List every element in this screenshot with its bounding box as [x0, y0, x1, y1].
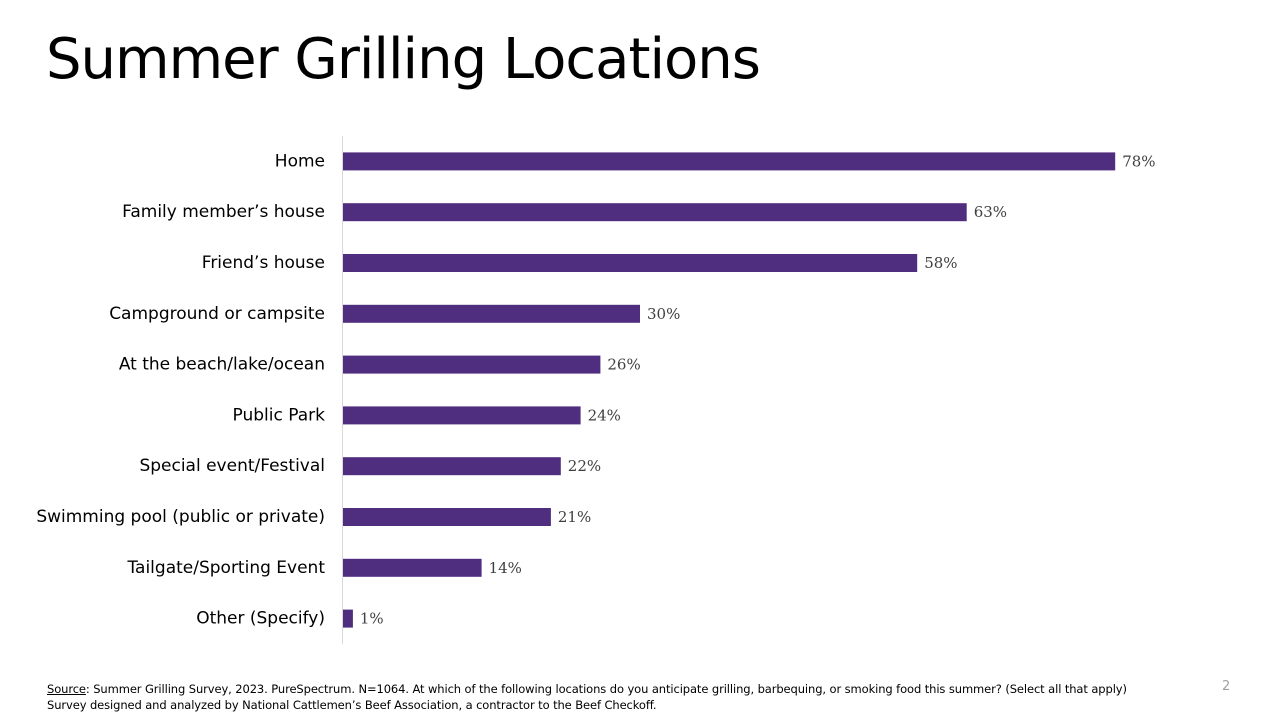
category-label: Public Park — [233, 405, 326, 425]
value-label: 26% — [607, 356, 640, 374]
bar — [343, 254, 918, 272]
value-label: 22% — [568, 457, 601, 475]
value-label: 1% — [360, 610, 384, 628]
source-label: Source — [47, 682, 86, 696]
bar — [343, 558, 482, 577]
value-label: 58% — [924, 254, 957, 272]
category-label: Other (Specify) — [196, 609, 325, 629]
category-label: At the beach/lake/ocean — [119, 355, 325, 375]
page-number: 2 — [1222, 679, 1231, 694]
bar — [343, 203, 967, 222]
bar — [343, 355, 601, 374]
slide-title: Summer Grilling Locations — [46, 27, 761, 92]
bar — [343, 508, 551, 526]
value-label: 14% — [489, 559, 522, 577]
category-label: Special event/Festival — [139, 456, 325, 476]
category-label: Friend’s house — [202, 253, 325, 273]
category-label: Swimming pool (public or private) — [36, 507, 325, 527]
source-note: Source: Summer Grilling Survey, 2023. Pu… — [47, 681, 1177, 713]
source-line-2: Survey designed and analyzed by National… — [47, 698, 657, 712]
category-label: Tailgate/Sporting Event — [126, 558, 325, 578]
value-label: 21% — [558, 508, 591, 526]
bar — [343, 457, 561, 476]
bar — [343, 152, 1116, 171]
source-line-1: Source: Summer Grilling Survey, 2023. Pu… — [47, 681, 1177, 697]
source-text: : Summer Grilling Survey, 2023. PureSpec… — [85, 682, 1127, 696]
category-label: Campground or campsite — [109, 304, 325, 324]
bar — [343, 304, 640, 323]
bar — [343, 406, 581, 425]
value-label: 63% — [974, 203, 1007, 221]
bar — [343, 609, 353, 628]
category-label: Family member’s house — [122, 202, 325, 222]
value-label: 30% — [647, 305, 680, 323]
bars-group: Home 78% Family member’s house 63% Friend’s … — [36, 151, 1155, 628]
value-label: 24% — [588, 406, 621, 424]
value-label: 78% — [1122, 152, 1155, 170]
category-label: Home — [275, 151, 325, 171]
